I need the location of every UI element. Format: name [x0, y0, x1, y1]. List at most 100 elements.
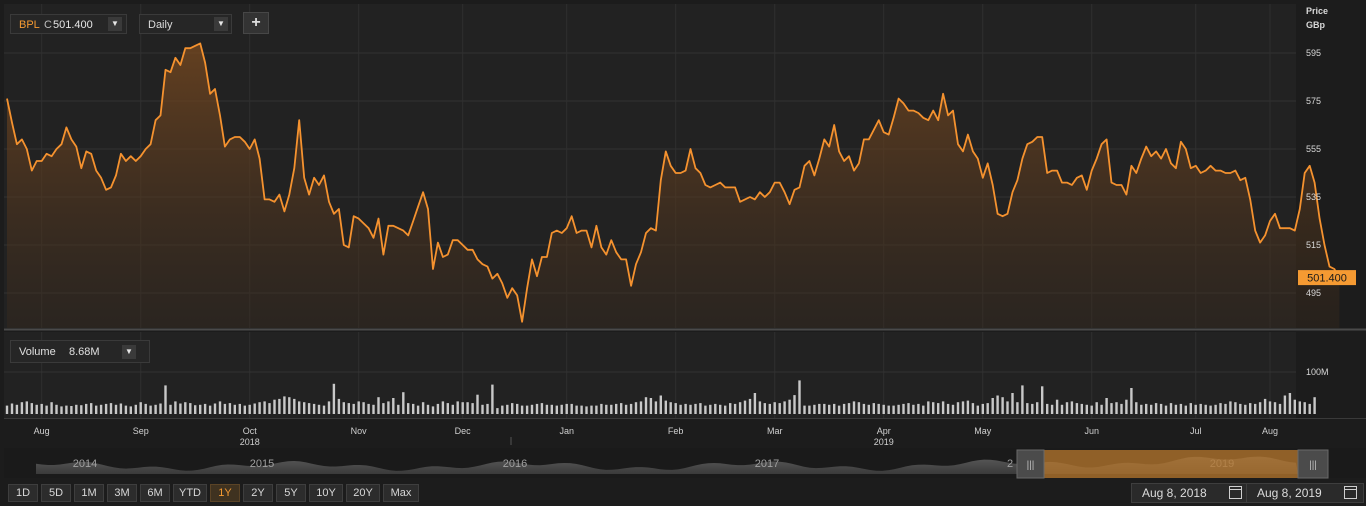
volume-bar: [986, 403, 989, 414]
navigator-left-handle[interactable]: [1016, 449, 1045, 479]
volume-bar: [882, 404, 885, 414]
volume-bar: [327, 401, 331, 414]
range-button-ytd[interactable]: YTD: [173, 484, 207, 502]
navigator-right-handle[interactable]: [1297, 449, 1329, 479]
navigator-year-label: 2015: [250, 458, 274, 470]
volume-bar: [1085, 404, 1088, 414]
navigator-history: [36, 456, 1298, 474]
volume-bar: [798, 380, 801, 414]
volume-bar: [1060, 404, 1064, 414]
volume-bar: [733, 403, 737, 414]
range-button-6m[interactable]: 6M: [140, 484, 170, 502]
volume-bar: [372, 404, 375, 414]
volume-bar: [1194, 404, 1197, 414]
volume-bar: [5, 405, 9, 414]
volume-bar: [852, 401, 856, 414]
range-button-1d[interactable]: 1D: [8, 484, 38, 502]
range-button-2y[interactable]: 2Y: [243, 484, 273, 502]
calendar-icon[interactable]: [1229, 486, 1242, 499]
date-to-field[interactable]: Aug 8, 2019: [1246, 483, 1364, 503]
range-button-3m[interactable]: 3M: [107, 484, 137, 502]
volume-bar: [253, 403, 256, 414]
volume-bar: [1031, 403, 1034, 414]
volume-bar: [753, 393, 757, 414]
date-from-field[interactable]: Aug 8, 2018: [1131, 483, 1249, 503]
volume-bar: [1244, 404, 1247, 414]
volume-bar: [1110, 403, 1113, 414]
volume-bar: [644, 397, 648, 414]
volume-bar: [719, 404, 722, 414]
volume-bar: [179, 403, 182, 414]
volume-bar: [1249, 403, 1252, 414]
volume-selector[interactable]: Volume 8.68M ▼: [10, 340, 150, 363]
volume-bar: [877, 403, 880, 414]
month-tick-label: Dec: [455, 426, 472, 436]
month-tick-label: Aug: [34, 426, 50, 436]
volume-bar: [174, 401, 177, 414]
volume-bar: [85, 403, 88, 414]
add-indicator-button[interactable]: +: [243, 12, 269, 34]
volume-bar: [352, 403, 355, 414]
price-axis: 495 515 535 555 575 595: [1306, 48, 1321, 298]
volume-bar: [332, 383, 336, 414]
calendar-icon[interactable]: [1344, 486, 1357, 499]
volume-bar: [1174, 404, 1178, 414]
price-line: [6, 42, 1341, 323]
interval-selector[interactable]: Daily ▼: [139, 14, 232, 34]
volume-bar: [99, 404, 103, 414]
symbol-selector[interactable]: BPL C 501.400 ▼: [10, 14, 127, 34]
volume-bar: [907, 403, 910, 414]
volume-bar: [1234, 402, 1237, 414]
volume-bar: [114, 404, 118, 414]
volume-bar: [501, 405, 504, 414]
volume-bar: [951, 404, 955, 414]
volume-bar: [402, 392, 405, 414]
price-tick-label: 495: [1306, 288, 1321, 298]
volume-bar: [263, 401, 266, 414]
volume-bar: [664, 400, 667, 414]
volume-bar: [724, 405, 727, 414]
volume-bar: [95, 405, 98, 414]
month-tick-label: Apr: [877, 426, 891, 436]
volume-bar: [1293, 399, 1296, 414]
volume-bar: [208, 405, 212, 414]
navigator-selection[interactable]: [1044, 450, 1298, 478]
volume-bar: [585, 406, 588, 414]
current-price-label: 501.400: [1307, 273, 1347, 285]
volume-bar: [530, 404, 534, 414]
navigator-year-label: 2014: [73, 458, 97, 470]
volume-bar: [1278, 403, 1282, 414]
volume-bar: [1001, 397, 1004, 414]
volume-bar: [139, 402, 142, 414]
range-button-20y[interactable]: 20Y: [346, 484, 380, 502]
volume-bar: [961, 401, 965, 414]
range-button-1y[interactable]: 1Y: [210, 484, 240, 502]
volume-bar: [40, 403, 43, 414]
volume-bar: [1006, 401, 1009, 414]
volume-bar: [946, 403, 950, 414]
volume-bar: [1080, 403, 1083, 414]
volume-bar: [213, 403, 217, 414]
volume-bar: [971, 403, 975, 414]
volume-bar: [1095, 402, 1098, 414]
range-button-10y[interactable]: 10Y: [309, 484, 343, 502]
volume-bar: [867, 404, 870, 414]
volume-bar: [1154, 403, 1158, 414]
volume-bar: [45, 405, 48, 414]
volume-bar: [1046, 403, 1049, 414]
volume-bar: [293, 398, 296, 414]
volume-bar: [268, 403, 271, 414]
volume-bar: [491, 384, 494, 414]
range-button-5y[interactable]: 5Y: [276, 484, 306, 502]
range-button-1m[interactable]: 1M: [74, 484, 104, 502]
close-prefix: C: [44, 19, 52, 31]
volume-bar: [1070, 401, 1074, 414]
volume-bar: [1050, 404, 1054, 414]
volume-bar: [590, 405, 593, 414]
range-button-5d[interactable]: 5D: [41, 484, 71, 502]
volume-bar: [461, 402, 464, 414]
volume-bar: [283, 396, 286, 414]
range-button-max[interactable]: Max: [383, 484, 419, 502]
volume-bar: [788, 399, 791, 414]
